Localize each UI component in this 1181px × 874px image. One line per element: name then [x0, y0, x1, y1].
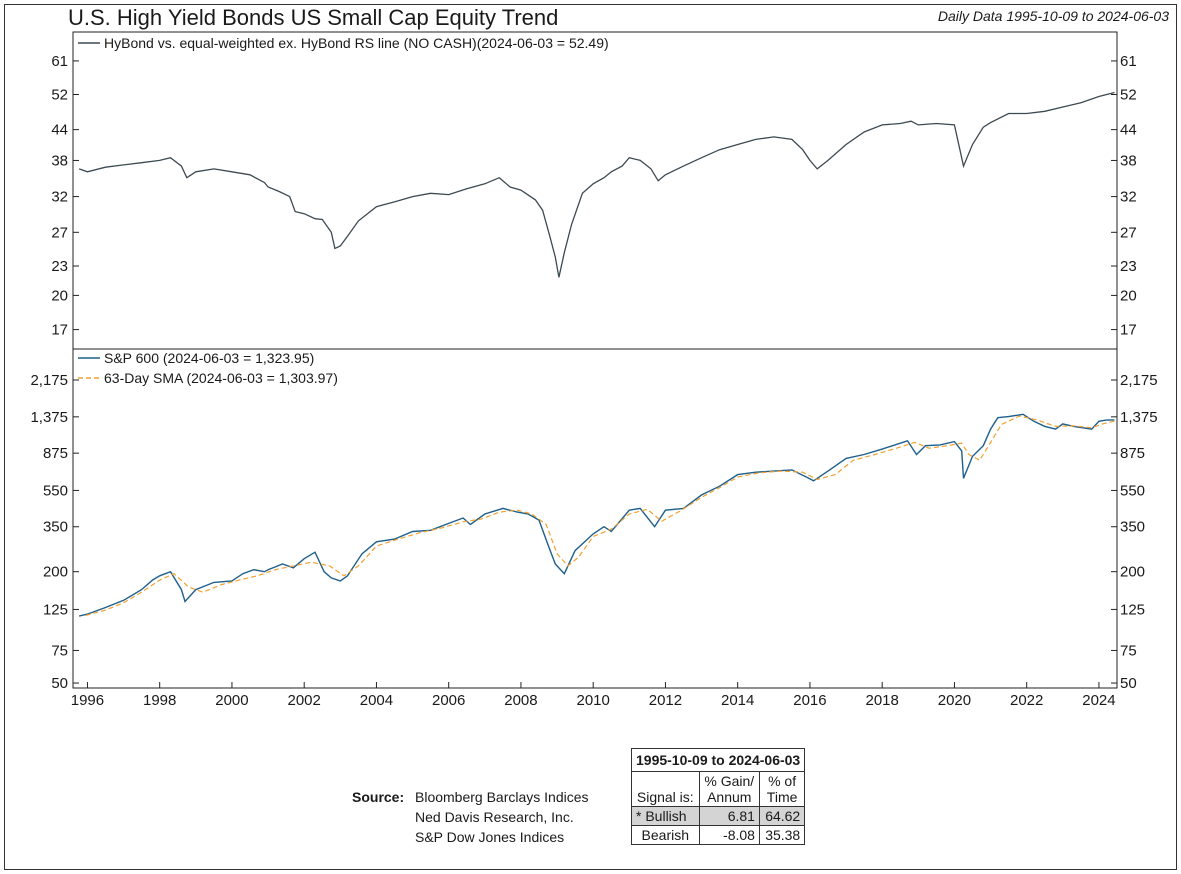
top-series-group	[78, 91, 1115, 278]
bottom-tick-label-right: 550	[1120, 482, 1145, 499]
sp600-legend-label: S&P 600 (2024-06-03 = 1,323.95)	[104, 350, 314, 366]
bottom-panel-frame	[72, 348, 1118, 689]
bottom-tick-label-right: 875	[1120, 445, 1145, 462]
source-line: Ned Davis Research, Inc.	[415, 809, 574, 825]
hybond-rs-line	[78, 91, 1115, 278]
table-row-bearish: Bearish -8.08 35.38	[631, 825, 806, 845]
bottom-tick-label-left: 550	[43, 482, 68, 499]
bottom-y-axis: 2,175 2,175 1,375 1,375 875 875 550 550 350 350 20…	[30, 372, 1157, 692]
x-tick-label: 2016	[793, 692, 826, 709]
chart-title: U.S. High Yield Bonds US Small Cap Equit…	[68, 5, 559, 30]
x-tick-label: 2024	[1082, 692, 1115, 709]
x-tick-label: 2002	[288, 692, 321, 709]
x-tick-label: 2020	[938, 692, 971, 709]
sma-63-line	[85, 415, 1115, 616]
x-tick-label: 2000	[215, 692, 248, 709]
gain-col-header-line1: % Gain/	[704, 773, 755, 789]
top-tick-label-left: 17	[51, 322, 68, 339]
x-tick-label: 2010	[577, 692, 610, 709]
x-tick-label: 1998	[143, 692, 176, 709]
bottom-tick-label-left: 125	[43, 601, 68, 618]
x-tick-label: 1996	[71, 692, 104, 709]
top-tick-label-right: 52	[1120, 87, 1137, 104]
signal-col-header: Signal is:	[631, 771, 700, 807]
time-col-header: % of Time	[758, 771, 806, 807]
chart-frame	[4, 4, 1177, 870]
bottom-tick-label-right: 2,175	[1120, 372, 1158, 389]
x-tick-label: 2014	[721, 692, 754, 709]
source-label: Source:	[352, 789, 405, 805]
top-tick-label-left: 32	[51, 189, 68, 206]
x-tick-label: 2008	[504, 692, 537, 709]
top-tick-label-left: 44	[51, 122, 68, 139]
signal-cell: Bearish	[631, 825, 700, 845]
source-line: S&P Dow Jones Indices	[415, 829, 565, 845]
bottom-tick-label-left: 200	[43, 564, 68, 581]
top-tick-label-left: 20	[51, 287, 68, 304]
bottom-tick-label-left: 2,175	[30, 372, 68, 389]
time-col-header-line2: Time	[766, 789, 798, 805]
bottom-tick-label-left: 350	[43, 519, 68, 536]
top-tick-label-left: 61	[51, 53, 68, 70]
top-legend-label: HyBond vs. equal-weighted ex. HyBond RS …	[104, 35, 609, 51]
source-lines: Bloomberg Barclays Indices Ned Davis Res…	[415, 787, 589, 847]
bottom-tick-label-right: 125	[1120, 601, 1145, 618]
top-tick-label-right: 27	[1120, 224, 1137, 241]
bottom-tick-label-right: 200	[1120, 564, 1145, 581]
top-panel-frame	[72, 31, 1118, 350]
sp600-line	[78, 413, 1115, 617]
time-col-header-line1: % of	[768, 773, 797, 789]
x-axis: 1996 1998 2000 2002 2004 2006 2008 2010 2012 2014…	[71, 682, 1116, 709]
bottom-series-group	[78, 413, 1115, 617]
top-tick-label-right: 23	[1120, 258, 1137, 275]
sma-legend-label: 63-Day SMA (2024-06-03 = 1,303.97)	[104, 370, 338, 386]
gain-col-header: % Gain/ Annum	[698, 771, 760, 807]
bottom-tick-label-right: 1,375	[1120, 409, 1158, 426]
top-tick-label-right: 32	[1120, 189, 1137, 206]
top-tick-label-left: 38	[51, 152, 68, 169]
top-tick-label-right: 20	[1120, 287, 1137, 304]
bottom-tick-label-left: 75	[51, 642, 68, 659]
x-tick-label: 2012	[649, 692, 682, 709]
x-tick-label: 2022	[1010, 692, 1043, 709]
top-tick-label-left: 23	[51, 258, 68, 275]
x-tick-label: 2006	[432, 692, 465, 709]
source-line: Bloomberg Barclays Indices	[415, 789, 589, 805]
time-cell: 64.62	[758, 806, 806, 826]
gain-col-header-line2: Annum	[707, 789, 752, 805]
date-range-label: Daily Data 1995-10-09 to 2024-06-03	[937, 8, 1169, 24]
top-tick-label-left: 52	[51, 87, 68, 104]
x-tick-label: 2018	[866, 692, 899, 709]
bottom-tick-label-right: 350	[1120, 519, 1145, 536]
top-tick-label-right: 61	[1120, 53, 1137, 70]
x-tick-label: 2004	[360, 692, 393, 709]
table-row-bullish: * Bullish 6.81 64.62	[631, 806, 806, 826]
time-cell: 35.38	[758, 825, 806, 845]
signal-stats-table: 1995-10-09 to 2024-06-03 Signal is: % Ga…	[630, 748, 806, 845]
bottom-tick-label-right: 50	[1120, 675, 1137, 692]
bottom-tick-label-left: 1,375	[30, 409, 68, 426]
gain-cell: -8.08	[698, 825, 760, 845]
top-tick-label-right: 44	[1120, 122, 1137, 139]
top-y-axis: 61 61 52 52 44 44 38 38 32 32 27 27 23 23 20 20 17 17	[51, 53, 1136, 339]
bottom-tick-label-right: 75	[1120, 642, 1137, 659]
bottom-tick-label-left: 875	[43, 445, 68, 462]
top-tick-label-right: 17	[1120, 322, 1137, 339]
top-tick-label-right: 38	[1120, 152, 1137, 169]
top-tick-label-left: 27	[51, 224, 68, 241]
signal-cell: * Bullish	[631, 806, 700, 826]
bottom-tick-label-left: 50	[51, 675, 68, 692]
gain-cell: 6.81	[698, 806, 760, 826]
signal-table-title: 1995-10-09 to 2024-06-03	[630, 748, 806, 772]
